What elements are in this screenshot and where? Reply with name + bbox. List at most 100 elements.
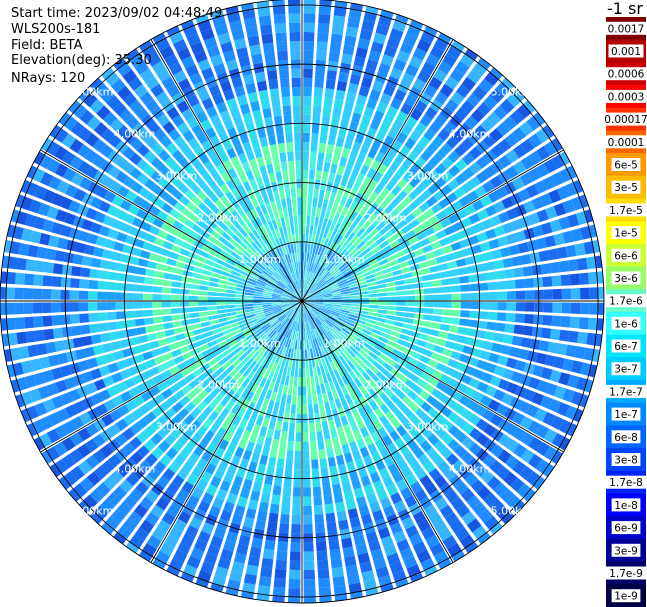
beta-cell: [337, 367, 345, 377]
beta-cell: [356, 277, 366, 283]
beta-cell: [262, 107, 272, 119]
beta-cell: [236, 206, 245, 217]
colorbar-tick-box: [611, 362, 641, 376]
beta-cell: [515, 290, 526, 300]
beta-cell: [153, 316, 163, 324]
beta-cell: [495, 322, 506, 332]
beta-cell: [107, 271, 118, 281]
beta-cell: [302, 178, 308, 188]
beta-cell: [303, 303, 310, 311]
beta-cell: [297, 386, 302, 396]
beta-cell: [125, 542, 139, 554]
beta-cell: [107, 423, 121, 437]
beta-cell: [330, 310, 340, 315]
beta-cell: [262, 348, 271, 358]
beta-cell: [405, 295, 416, 301]
beta-cell: [201, 326, 212, 333]
beta-cell: [288, 310, 295, 319]
beta-cell: [307, 243, 311, 253]
beta-cell: [253, 267, 263, 275]
beta-cell: [230, 392, 240, 404]
beta-cell: [81, 371, 94, 383]
beta-cell: [257, 279, 267, 285]
beta-cell: [324, 320, 333, 328]
beta-cell: [380, 9, 394, 19]
beta-cell: [405, 342, 416, 351]
beta-cell: [103, 476, 118, 491]
beta-cell: [33, 316, 44, 328]
beta-cell: [226, 97, 238, 110]
beta-cell: [344, 35, 357, 47]
beta-cell: [198, 437, 210, 450]
beta-cell: [290, 243, 295, 254]
beta-cell: [99, 332, 111, 343]
beta-cell: [63, 115, 78, 131]
beta-cell: [337, 463, 347, 475]
beta-cell: [343, 187, 352, 198]
beta-cell: [252, 187, 261, 198]
beta-cell: [139, 550, 153, 562]
beta-cell: [295, 312, 299, 322]
beta-cell: [522, 325, 533, 336]
beta-cell: [166, 106, 180, 120]
beta-cell: [276, 41, 288, 52]
beta-cell: [108, 134, 122, 148]
beta-cell: [375, 459, 386, 471]
beta-cell: [261, 258, 270, 267]
beta-cell: [379, 240, 389, 249]
beta-cell: [226, 147, 237, 159]
beta-cell: [177, 361, 188, 371]
beta-cell: [181, 481, 194, 494]
beta-cell: [562, 358, 574, 372]
beta-cell: [209, 168, 220, 180]
beta-cell: [540, 367, 553, 380]
beta-cell: [307, 395, 313, 405]
beta-cell: [196, 165, 208, 177]
beta-cell: [208, 180, 219, 192]
beta-cell: [332, 483, 342, 495]
beta-cell: [423, 208, 435, 219]
beta-cell: [267, 264, 276, 273]
beta-cell: [303, 569, 315, 580]
beta-cell: [171, 314, 182, 321]
beta-cell: [152, 374, 164, 385]
beta-cell: [284, 375, 290, 386]
beta-cell: [336, 276, 346, 283]
beta-cell: [210, 9, 224, 19]
beta-cell: [400, 352, 411, 362]
beta-cell: [485, 362, 497, 374]
beta-cell: [333, 270, 342, 278]
beta-cell: [385, 192, 396, 203]
beta-cell: [338, 249, 347, 258]
beta-cell: [256, 0, 270, 8]
range-ring-label: 2.00km: [365, 211, 407, 224]
beta-cell: [422, 244, 433, 254]
beta-cell: [338, 519, 349, 531]
beta-cell: [447, 233, 459, 244]
beta-cell: [589, 302, 599, 315]
beta-cell: [257, 332, 266, 340]
beta-cell: [235, 244, 245, 253]
beta-cell: [208, 281, 219, 288]
beta-cell: [78, 302, 89, 312]
beta-cell: [293, 377, 298, 387]
beta-cell: [466, 69, 482, 84]
beta-cell: [184, 219, 196, 229]
beta-cell: [168, 128, 181, 141]
beta-cell: [271, 261, 279, 270]
beta-cell: [314, 375, 320, 386]
beta-cell: [187, 495, 200, 508]
beta-cell: [221, 419, 231, 431]
beta-cell: [447, 411, 460, 424]
range-ring-label: 1.00km: [323, 337, 365, 350]
beta-cell: [270, 342, 278, 352]
beta-cell: [234, 426, 245, 438]
beta-cell: [220, 270, 231, 277]
beta-cell: [161, 388, 173, 400]
beta-cell: [174, 135, 186, 149]
beta-cell: [228, 339, 238, 348]
beta-cell: [562, 230, 574, 244]
beta-cell: [188, 230, 200, 240]
beta-cell: [333, 98, 344, 110]
beta-cell: [235, 361, 245, 371]
